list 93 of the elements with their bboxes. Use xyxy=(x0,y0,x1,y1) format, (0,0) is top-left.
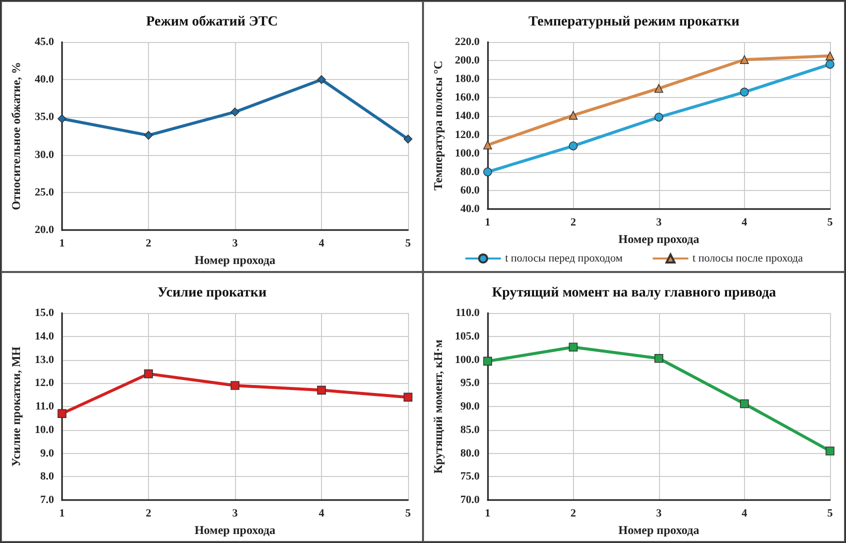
x-tick-label: 2 xyxy=(146,508,152,520)
y-tick-label: 13.0 xyxy=(34,354,54,366)
point xyxy=(317,75,326,84)
point xyxy=(740,55,749,64)
y-tick-label: 30.0 xyxy=(34,148,54,161)
y-tick-label: 85.0 xyxy=(460,424,480,436)
point xyxy=(826,60,834,69)
y-axis-title: Температура полосы °C xyxy=(431,60,445,190)
y-tick-label: 40.0 xyxy=(460,203,480,215)
point xyxy=(230,108,240,116)
x-tick-label: 2 xyxy=(570,216,576,228)
x-tick-label: 4 xyxy=(318,238,325,250)
y-tick-label: 45.0 xyxy=(34,36,54,48)
point xyxy=(654,84,664,93)
point xyxy=(483,356,492,366)
x-tick-label: 2 xyxy=(146,238,152,250)
x-tick-label: 5 xyxy=(405,508,412,520)
x-axis-title: Номер прохода xyxy=(194,523,276,537)
y-tick-label: 80.0 xyxy=(460,166,480,178)
x-tick-label: 3 xyxy=(656,508,662,520)
point xyxy=(144,369,153,378)
point xyxy=(404,134,412,144)
y-tick-label: 140.0 xyxy=(454,110,480,122)
y-tick-label: 15.0 xyxy=(34,307,54,319)
y-tick-label: 8.0 xyxy=(40,470,54,483)
point xyxy=(58,114,66,124)
point xyxy=(740,399,749,408)
point xyxy=(568,142,578,150)
y-axis-title: Относительное обжатие, % xyxy=(9,62,23,210)
x-tick-label: 3 xyxy=(656,216,662,228)
point xyxy=(654,112,664,122)
x-tick-label: 2 xyxy=(570,508,576,520)
point xyxy=(654,354,664,363)
x-tick-label: 1 xyxy=(484,216,490,228)
y-tick-label: 105.0 xyxy=(454,330,480,342)
y-tick-label: 120.0 xyxy=(454,128,480,141)
y-tick-label: 90.0 xyxy=(460,400,480,413)
x-tick-label: 5 xyxy=(827,216,834,228)
y-tick-label: 100.0 xyxy=(454,354,480,366)
point xyxy=(58,409,66,418)
y-tick-label: 180.0 xyxy=(454,73,480,86)
chart-title: Температурный режим прокатки xyxy=(528,14,740,30)
y-tick-label: 14.0 xyxy=(34,330,54,342)
y-tick-label: 220.0 xyxy=(454,36,480,48)
point xyxy=(144,130,153,140)
y-tick-label: 100.0 xyxy=(454,147,480,160)
y-tick-label: 35.0 xyxy=(34,111,54,124)
y-tick-label: 12.0 xyxy=(34,377,54,390)
y-tick-label: 110.0 xyxy=(455,307,480,319)
legend-label: t полосы перед проходом xyxy=(505,252,623,264)
x-axis-title: Номер прохода xyxy=(618,523,700,537)
point xyxy=(483,167,492,176)
point xyxy=(568,110,578,120)
point xyxy=(483,140,492,150)
x-axis-title: Номер прохода xyxy=(194,253,276,267)
point xyxy=(826,52,834,60)
y-tick-label: 160.0 xyxy=(454,92,480,104)
point xyxy=(826,446,834,456)
x-tick-label: 4 xyxy=(318,508,325,520)
y-tick-label: 10.0 xyxy=(34,424,54,436)
x-tick-label: 5 xyxy=(405,238,412,250)
y-tick-label: 95.0 xyxy=(460,377,480,390)
chart-title: Режим обжатий ЭТС xyxy=(146,14,278,30)
y-axis-title: Усилие прокатки, МН xyxy=(9,346,23,467)
point xyxy=(404,392,412,402)
x-tick-label: 3 xyxy=(232,508,238,520)
x-tick-label: 3 xyxy=(232,238,238,250)
point xyxy=(740,88,749,96)
chart-title: Усилие прокатки xyxy=(157,286,267,300)
y-tick-label: 200.0 xyxy=(454,54,480,67)
y-tick-label: 80.0 xyxy=(460,447,480,460)
x-tick-label: 4 xyxy=(742,216,748,228)
x-tick-label: 1 xyxy=(484,508,490,520)
y-tick-label: 60.0 xyxy=(460,184,480,196)
y-tick-label: 70.0 xyxy=(460,494,480,506)
x-tick-label: 1 xyxy=(59,238,65,250)
y-tick-label: 11.0 xyxy=(35,400,54,413)
point xyxy=(317,386,326,395)
x-tick-label: 1 xyxy=(59,508,65,520)
y-tick-label: 25.0 xyxy=(34,186,54,198)
x-axis-title: Номер прохода xyxy=(618,232,700,246)
x-tick-label: 5 xyxy=(827,508,834,520)
point xyxy=(568,342,578,352)
y-tick-label: 7.0 xyxy=(40,494,54,506)
y-tick-label: 75.0 xyxy=(460,470,480,483)
y-tick-label: 40.0 xyxy=(34,74,54,86)
legend-label: t полосы после прохода xyxy=(692,252,803,264)
y-tick-label: 9.0 xyxy=(40,447,54,460)
y-axis-title: Крутящий момент, кН·м xyxy=(431,340,445,474)
y-tick-label: 20.0 xyxy=(34,224,54,236)
chart-title: Крутящий момент на валу главного привода xyxy=(492,286,776,300)
x-tick-label: 4 xyxy=(742,508,748,520)
point xyxy=(230,381,240,390)
